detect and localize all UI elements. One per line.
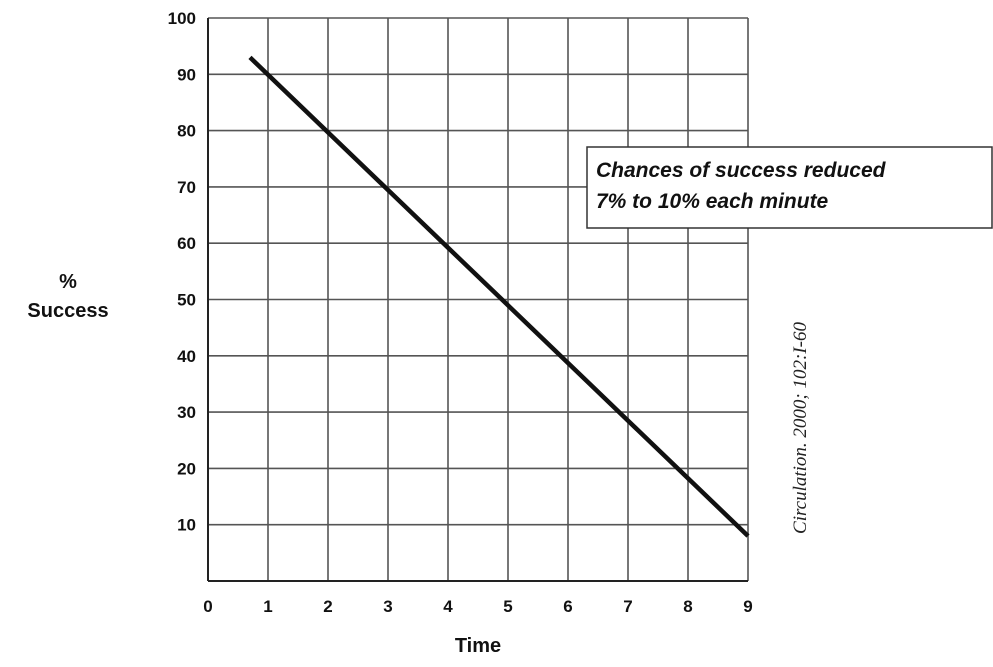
y-tick-label: 50	[177, 291, 196, 310]
y-tick-label: 60	[177, 234, 196, 253]
x-tick-label: 3	[383, 597, 392, 616]
citation: Circulation. 2000; 102:I-60	[790, 322, 811, 534]
y-tick-label: 90	[177, 65, 196, 84]
x-tick-label: 9	[743, 597, 752, 616]
y-tick-label: 100	[168, 9, 196, 28]
y-tick-label: 20	[177, 459, 196, 478]
annotation-line1: Chances of success reduced	[596, 159, 887, 182]
x-tick-label: 8	[683, 597, 692, 616]
y-axis-title-line1: %	[59, 271, 77, 293]
x-tick-label: 5	[503, 597, 512, 616]
annotation-line2: 7% to 10% each minute	[596, 190, 829, 213]
y-tick-label: 30	[177, 403, 196, 422]
x-tick-label: 4	[443, 597, 453, 616]
x-tick-label: 7	[623, 597, 632, 616]
x-axis-title: Time	[455, 635, 501, 657]
x-tick-label: 0	[203, 597, 212, 616]
x-tick-label: 1	[263, 597, 272, 616]
annotation-box: Chances of success reduced 7% to 10% eac…	[587, 147, 992, 228]
x-tick-label: 6	[563, 597, 572, 616]
y-tick-label: 10	[177, 516, 196, 535]
y-axis-title-line2: Success	[27, 300, 108, 322]
x-tick-label: 2	[323, 597, 332, 616]
y-tick-label: 40	[177, 347, 196, 366]
y-tick-label: 80	[177, 122, 196, 141]
x-tick-labels: 0 1 2 3 4 5 6 7 8 9	[203, 597, 752, 616]
y-tick-label: 70	[177, 178, 196, 197]
y-tick-labels: 10 20 30 40 50 60 70 80 90 100	[168, 9, 196, 535]
